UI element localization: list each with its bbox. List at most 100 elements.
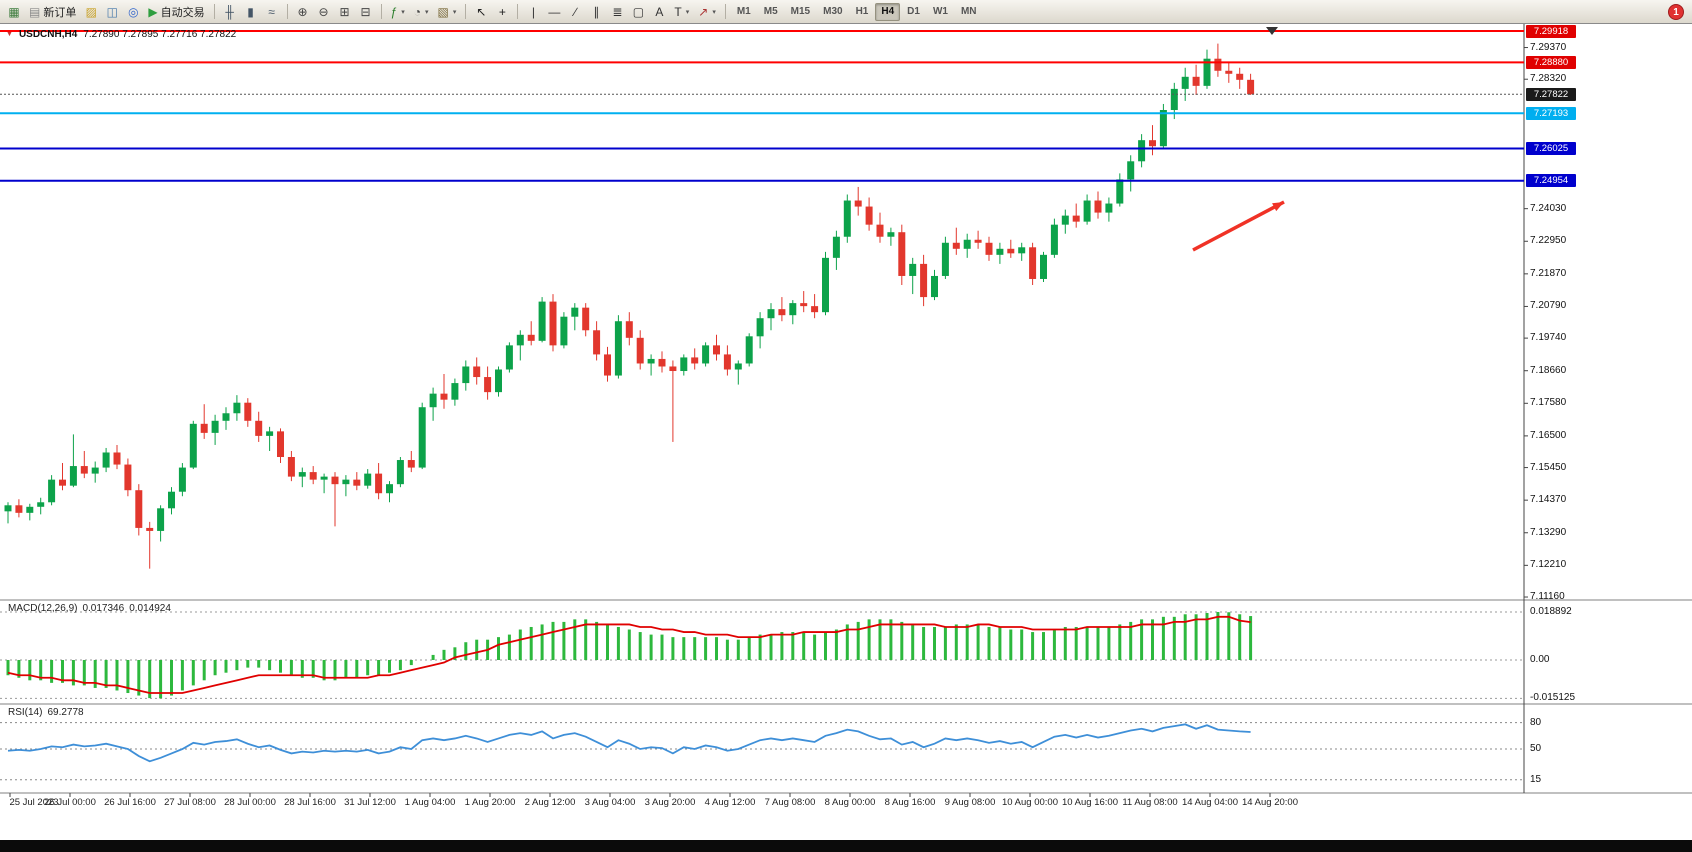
crosshair-icon: + bbox=[498, 4, 506, 19]
text-icon[interactable]: A bbox=[649, 2, 669, 22]
candle-body bbox=[571, 307, 579, 317]
candle-body bbox=[680, 357, 688, 372]
candle-body bbox=[1050, 224, 1058, 255]
candle-body bbox=[233, 402, 241, 414]
timeframe-button-m15[interactable]: M15 bbox=[790, 6, 811, 17]
candle-body bbox=[255, 420, 263, 436]
chart-line-icon: ≈ bbox=[268, 4, 275, 19]
auto-trading-button: ▶ bbox=[148, 4, 158, 19]
candle-body bbox=[4, 505, 12, 512]
zoom-in-icon[interactable]: ⊕ bbox=[293, 2, 313, 22]
candle-body bbox=[244, 402, 252, 421]
vertical-line-icon[interactable]: | bbox=[523, 2, 543, 22]
candle-body bbox=[898, 232, 906, 276]
timeframe-button-m5[interactable]: M5 bbox=[763, 6, 778, 17]
price-axis-label: 7.15450 bbox=[1530, 461, 1567, 473]
timeframe-button-w1[interactable]: W1 bbox=[932, 6, 948, 17]
arrows-icon[interactable]: ↗ ▾ bbox=[694, 2, 720, 22]
time-axis-label: 14 Aug 20:00 bbox=[1242, 797, 1298, 808]
channel-icon[interactable]: ∥ bbox=[586, 2, 606, 22]
candle-body bbox=[516, 334, 524, 346]
resistance-line-1-badge: 7.29918 bbox=[1526, 24, 1576, 38]
profiles-icon[interactable]: ◫ bbox=[102, 2, 122, 22]
tile-windows-icon[interactable]: ⊞ bbox=[335, 2, 355, 22]
candle-body bbox=[429, 393, 437, 408]
time-axis-label: 28 Jul 16:00 bbox=[284, 797, 336, 808]
timeframe-button-m30[interactable]: M30 bbox=[823, 6, 843, 17]
chart-canvas[interactable] bbox=[0, 24, 1692, 840]
toolbar-separator bbox=[517, 4, 519, 19]
time-axis-label: 3 Aug 20:00 bbox=[644, 797, 696, 808]
chart-shift-marker[interactable] bbox=[1266, 27, 1278, 35]
chart-bars-icon[interactable]: ╫ bbox=[220, 2, 240, 22]
candle-body bbox=[1149, 140, 1156, 147]
price-axis-label: 7.13290 bbox=[1530, 526, 1567, 538]
zoom-in-icon: ⊕ bbox=[297, 4, 308, 19]
price-axis-label: 7.12210 bbox=[1530, 559, 1567, 571]
time-axis-label: 10 Aug 00:00 bbox=[1002, 797, 1058, 808]
support-icon[interactable]: ◎ bbox=[123, 2, 143, 22]
timeframe-button-h4[interactable]: H4 bbox=[875, 2, 901, 21]
macd-scale-label: 0.018892 bbox=[1530, 606, 1572, 617]
candle-body bbox=[560, 316, 568, 346]
auto-trading-button[interactable]: ▶ 自动交易 bbox=[144, 2, 208, 22]
candle-body bbox=[15, 505, 23, 513]
candle-body bbox=[745, 336, 753, 364]
candle-body bbox=[37, 502, 45, 507]
candle-body bbox=[266, 431, 274, 436]
templates-icon[interactable]: ▧ ▾ bbox=[434, 2, 461, 22]
template-icon[interactable]: ▨ bbox=[81, 2, 101, 22]
window-bottom-edge bbox=[0, 840, 1692, 852]
shapes-icon[interactable]: ▢ bbox=[628, 2, 648, 22]
shapes-icon: ▢ bbox=[632, 4, 645, 19]
candle-body bbox=[287, 457, 295, 477]
label-icon[interactable]: T ▾ bbox=[670, 2, 693, 22]
horizontal-line-icon[interactable]: — bbox=[544, 2, 564, 22]
auto-arrange-icon[interactable]: ⊟ bbox=[356, 2, 376, 22]
periods-icon[interactable]: ◔ ▾ bbox=[410, 2, 433, 22]
price-axis-label: 7.28320 bbox=[1530, 73, 1567, 85]
new-chart-icon[interactable]: ▦ bbox=[4, 2, 24, 22]
candle-body bbox=[963, 239, 971, 249]
fibonacci-icon[interactable]: ≣ bbox=[607, 2, 627, 22]
timeframe-button-m1[interactable]: M1 bbox=[736, 6, 751, 17]
arrow-annotation[interactable] bbox=[1192, 200, 1285, 252]
chart-line-icon[interactable]: ≈ bbox=[262, 2, 282, 22]
fibonacci-icon: ≣ bbox=[612, 4, 623, 19]
candle-body bbox=[113, 452, 121, 465]
periods-icon: ◔ bbox=[413, 4, 422, 19]
candle-body bbox=[1029, 247, 1037, 279]
indicators-icon[interactable]: ƒ ▾ bbox=[387, 2, 409, 22]
candle-body bbox=[91, 467, 99, 474]
time-axis-label: 8 Aug 00:00 bbox=[824, 797, 876, 808]
candle-body bbox=[527, 334, 535, 341]
candle-body bbox=[222, 413, 230, 421]
candle-body bbox=[909, 263, 917, 276]
candle-body bbox=[1203, 58, 1211, 86]
candle-body bbox=[1192, 76, 1200, 86]
trendline-icon[interactable]: ∕ bbox=[565, 2, 585, 22]
chart-candles-icon[interactable]: ▮ bbox=[241, 2, 261, 22]
new-order-button[interactable]: ▤ 新订单 bbox=[25, 2, 80, 22]
candle-body bbox=[985, 242, 993, 255]
time-axis-label: 28 Jul 00:00 bbox=[224, 797, 276, 808]
rsi-panel-label: RSI(14) 69.2778 bbox=[8, 707, 84, 718]
candle-body bbox=[691, 357, 699, 364]
label-icon: T bbox=[674, 4, 682, 19]
symbol-period-label: USDCNH,H4 bbox=[18, 29, 78, 40]
current-price-line-badge: 7.27822 bbox=[1526, 87, 1576, 101]
candle-body bbox=[593, 330, 601, 355]
tile-windows-icon: ⊞ bbox=[339, 4, 350, 19]
zoom-out-icon[interactable]: ⊖ bbox=[314, 2, 334, 22]
time-axis-label: 1 Aug 04:00 bbox=[404, 797, 456, 808]
support-line-blue-2-badge: 7.24954 bbox=[1526, 174, 1576, 188]
candle-body bbox=[1225, 70, 1233, 74]
candle-body bbox=[1170, 88, 1178, 110]
timeframe-button-mn[interactable]: MN bbox=[960, 6, 977, 17]
cursor-icon[interactable]: ↖ bbox=[471, 2, 491, 22]
notification-badge[interactable]: 1 bbox=[1668, 4, 1684, 20]
text-icon: A bbox=[655, 4, 664, 19]
timeframe-button-h1[interactable]: H1 bbox=[855, 6, 869, 17]
crosshair-icon[interactable]: + bbox=[492, 2, 512, 22]
timeframe-button-d1[interactable]: D1 bbox=[907, 6, 920, 17]
